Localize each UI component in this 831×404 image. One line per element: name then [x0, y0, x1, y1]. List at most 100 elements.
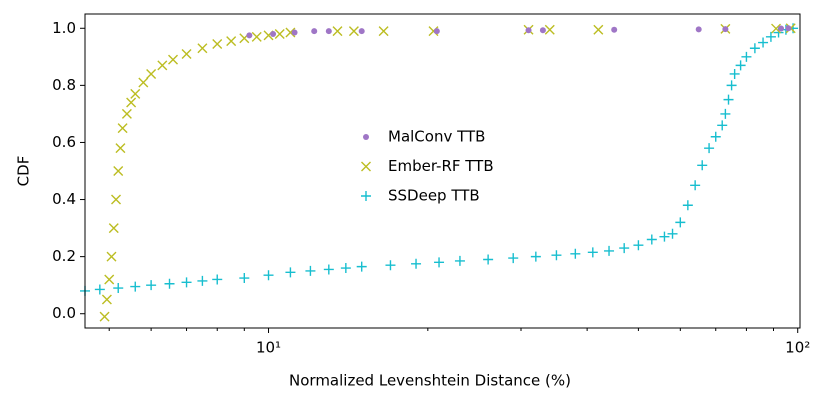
point	[633, 240, 644, 251]
point	[749, 43, 760, 54]
point	[785, 25, 792, 32]
point	[778, 25, 785, 32]
point	[570, 248, 581, 259]
point	[146, 68, 157, 79]
point	[771, 23, 782, 34]
point	[735, 60, 746, 71]
point	[704, 143, 715, 154]
point	[428, 26, 439, 37]
point	[168, 54, 179, 65]
point	[530, 251, 541, 262]
point	[544, 24, 555, 35]
y-tick-label: 0.4	[52, 190, 76, 208]
point	[113, 166, 124, 176]
point	[720, 108, 731, 119]
point	[697, 160, 708, 171]
point	[263, 270, 274, 281]
point	[101, 294, 112, 305]
point	[104, 274, 115, 285]
point	[126, 97, 137, 108]
point	[325, 28, 332, 35]
point	[348, 26, 359, 37]
point	[385, 260, 396, 271]
point	[619, 243, 630, 254]
point	[454, 255, 465, 266]
point	[138, 77, 149, 88]
y-tick-label: 1.0	[52, 19, 76, 37]
point	[305, 265, 316, 276]
point	[723, 94, 734, 105]
point	[164, 278, 175, 289]
point	[121, 108, 132, 119]
point	[246, 32, 253, 39]
point	[358, 28, 365, 35]
plot-frame	[84, 13, 801, 329]
point	[378, 26, 389, 37]
point	[646, 234, 657, 245]
point	[741, 51, 752, 62]
point	[157, 60, 168, 71]
point	[695, 26, 702, 33]
point	[340, 263, 351, 274]
point	[94, 284, 105, 295]
point	[251, 31, 262, 42]
point	[106, 251, 117, 262]
point	[675, 217, 686, 228]
y-tick-label: 0.8	[52, 76, 76, 94]
point	[587, 247, 598, 258]
point	[130, 88, 141, 99]
point	[710, 131, 721, 142]
legend-marker	[363, 134, 369, 140]
point	[197, 275, 208, 286]
point	[726, 80, 737, 91]
point	[226, 36, 237, 47]
point	[117, 123, 128, 134]
point	[690, 180, 701, 191]
point	[146, 280, 157, 291]
point	[611, 26, 618, 33]
legend-label: SSDeep TTB	[388, 187, 480, 205]
point	[212, 274, 223, 285]
x-axis-label: Normalized Levenshtein Distance (%)	[289, 372, 571, 390]
point	[270, 30, 277, 37]
point	[525, 27, 532, 34]
point	[411, 258, 422, 269]
point	[433, 28, 440, 35]
point	[758, 37, 769, 48]
x-tick-label: 10²	[785, 339, 810, 357]
point	[311, 28, 318, 35]
point	[717, 120, 728, 131]
x-tick-label: 10¹	[256, 339, 281, 357]
point	[593, 24, 604, 35]
point	[356, 261, 367, 272]
point	[99, 311, 110, 322]
legend-marker	[361, 191, 371, 201]
point	[729, 68, 740, 79]
point	[551, 250, 562, 261]
point	[722, 26, 729, 33]
point	[323, 264, 334, 275]
legend-marker	[361, 161, 371, 172]
point	[115, 143, 126, 154]
point	[111, 194, 122, 205]
y-axis-label: CDF	[15, 156, 33, 187]
point	[181, 277, 192, 288]
point	[682, 200, 693, 211]
point	[113, 283, 124, 294]
point	[130, 281, 141, 292]
point	[508, 253, 519, 264]
point	[212, 38, 223, 49]
point	[285, 27, 296, 38]
point	[108, 223, 119, 234]
point	[332, 26, 343, 37]
point	[667, 228, 678, 239]
point	[539, 27, 546, 34]
point	[291, 29, 298, 36]
point	[659, 231, 670, 242]
point	[434, 257, 445, 268]
point	[239, 273, 250, 284]
y-tick-label: 0.6	[52, 133, 76, 151]
y-tick-label: 0.2	[52, 247, 76, 265]
point	[765, 31, 776, 42]
